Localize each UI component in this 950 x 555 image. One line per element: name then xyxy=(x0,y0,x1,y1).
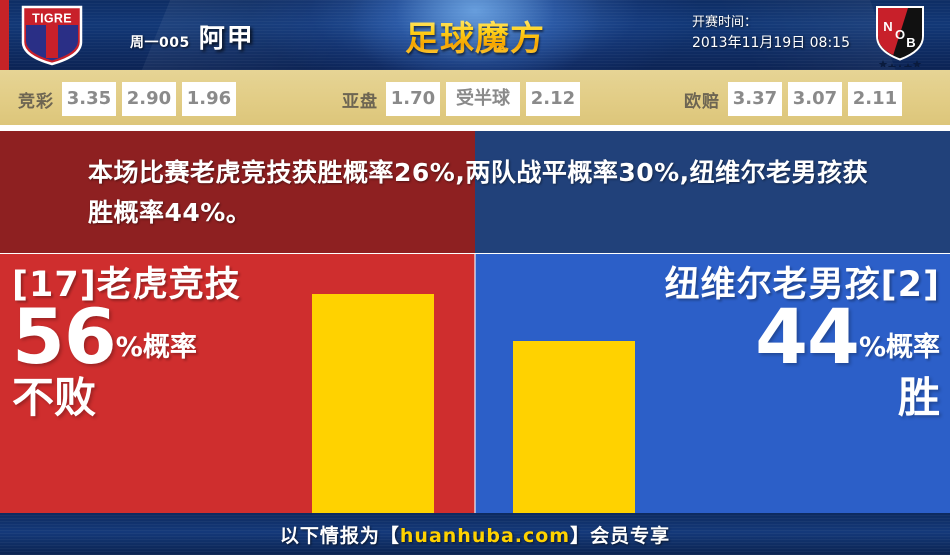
odds-cell[interactable]: 3.35 xyxy=(62,82,116,116)
banner-text: 本场比赛老虎竞技获胜概率26%,两队战平概率30%,纽维尔老男孩获胜概率44%。 xyxy=(88,158,869,227)
home-probability-suffix: %概率 xyxy=(115,332,197,364)
footer-site-link[interactable]: huanhuba.com xyxy=(399,524,571,547)
odds-group-jingcai: 竞彩 3.35 2.90 1.96 xyxy=(18,82,236,116)
odds-group-label: 欧赔 xyxy=(684,91,720,112)
footer-prefix: 以下情报为【 xyxy=(279,524,400,547)
home-team-crest-icon: TIGRE xyxy=(20,4,84,66)
svg-text:O: O xyxy=(895,27,905,42)
svg-text:B: B xyxy=(906,35,915,50)
odds-bar: 竞彩 3.35 2.90 1.96 亚盘 1.70 受半球 2.12 欧赔 3.… xyxy=(0,70,950,128)
odds-cell-handicap[interactable]: 受半球 xyxy=(446,82,520,116)
odds-cell[interactable]: 1.70 xyxy=(386,82,440,116)
header-bar: TIGRE 周一005 阿甲 足球魔方 开赛时间： 2013年11月19日 08… xyxy=(0,0,950,70)
away-outcome-label: 胜 xyxy=(897,373,940,423)
away-team-crest-icon: N O B xyxy=(868,3,932,70)
panel-divider xyxy=(474,254,476,513)
odds-group-european: 欧赔 3.37 3.07 2.11 xyxy=(684,82,902,116)
odds-cell[interactable]: 2.90 xyxy=(122,82,176,116)
odds-cell[interactable]: 2.11 xyxy=(848,82,902,116)
match-league: 阿甲 xyxy=(198,24,255,54)
probability-summary-banner: 本场比赛老虎竞技获胜概率26%,两队战平概率30%,纽维尔老男孩获胜概率44%。 xyxy=(0,131,950,253)
odds-cell[interactable]: 3.07 xyxy=(788,82,842,116)
home-probability-value: 56 xyxy=(12,292,117,382)
away-probability-value: 44 xyxy=(755,292,860,382)
kickoff-info: 开赛时间： 2013年11月19日 08:15 xyxy=(692,14,850,53)
home-team-name: [17]老虎竞技 xyxy=(12,265,241,305)
away-probability-stat: 44 %概率 xyxy=(620,292,940,382)
home-probability-stat: 56 %概率 xyxy=(12,292,312,382)
away-probability-suffix: %概率 xyxy=(858,332,940,364)
home-outcome-label: 不败 xyxy=(12,373,97,423)
svg-text:N: N xyxy=(883,19,892,34)
away-team-stats: 纽维尔老男孩[2] 44 %概率 胜 xyxy=(620,265,940,423)
left-red-accent-strip xyxy=(0,0,9,70)
bar-away-probability xyxy=(513,341,635,513)
kickoff-label: 开赛时间： xyxy=(691,15,757,30)
kickoff-value: 2013年11月19日 08:15 xyxy=(691,34,850,51)
banner-left-background xyxy=(0,131,475,253)
odds-cell[interactable]: 1.96 xyxy=(182,82,236,116)
odds-cell[interactable]: 2.12 xyxy=(526,82,580,116)
footer-text: 以下情报为【huanhuba.com】会员专享 xyxy=(280,521,670,548)
odds-group-label: 亚盘 xyxy=(342,91,378,112)
brand-text: 足球魔方 xyxy=(405,11,545,60)
match-label: 周一005 阿甲 xyxy=(130,18,255,55)
away-team-name: 纽维尔老男孩[2] xyxy=(664,265,940,305)
svg-text:TIGRE: TIGRE xyxy=(32,12,72,26)
footer-suffix: 】会员专享 xyxy=(570,524,671,547)
odds-cell[interactable]: 3.37 xyxy=(728,82,782,116)
odds-group-asian-handicap: 亚盘 1.70 受半球 2.12 xyxy=(342,82,580,116)
home-team-stats: [17]老虎竞技 56 %概率 不败 xyxy=(12,265,312,423)
bar-home-probability xyxy=(312,294,434,513)
brand-glow xyxy=(350,0,600,70)
banner-right-background xyxy=(475,131,950,253)
probability-bar-chart: [17]老虎竞技 56 %概率 不败 纽维尔老男孩[2] 44 %概率 胜 xyxy=(0,254,950,513)
footer-bar: 以下情报为【huanhuba.com】会员专享 xyxy=(0,513,950,555)
odds-group-label: 竞彩 xyxy=(18,91,54,112)
match-round: 周一005 xyxy=(130,35,190,51)
